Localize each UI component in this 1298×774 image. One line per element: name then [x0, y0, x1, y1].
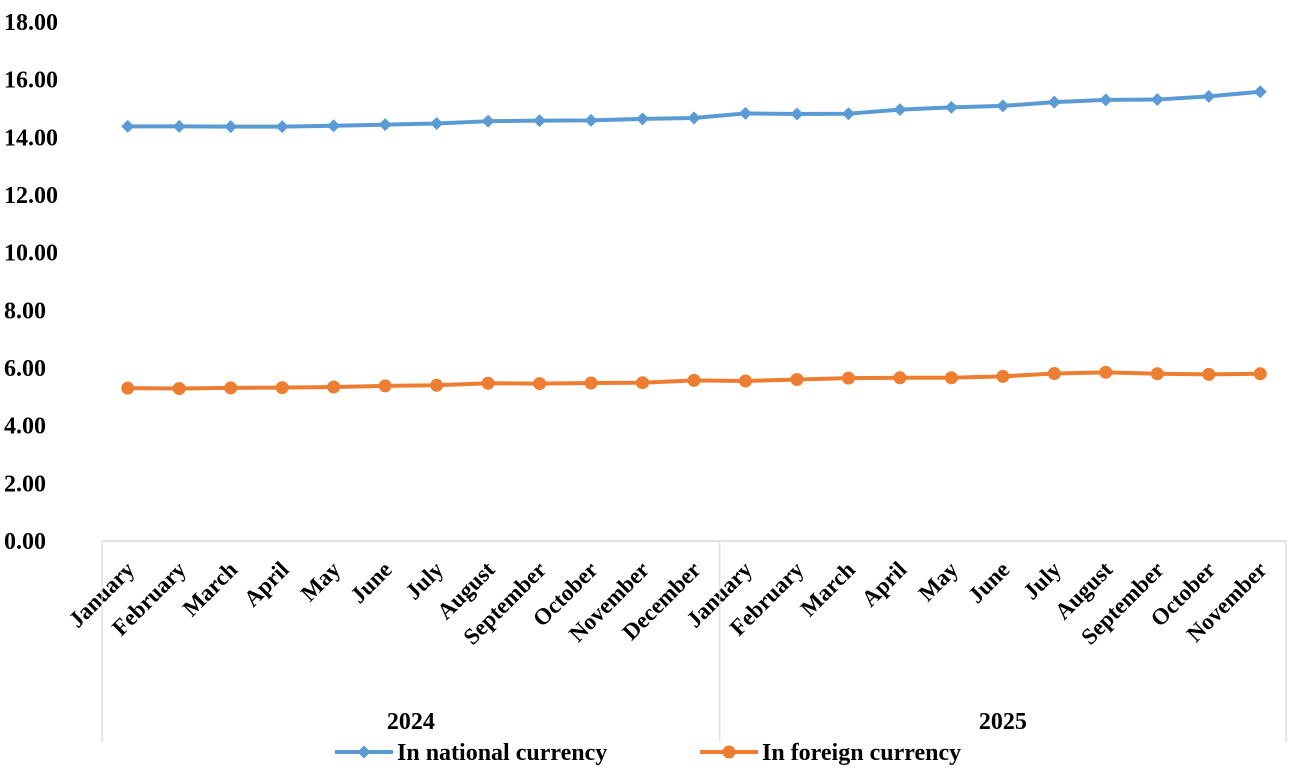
data-point — [636, 112, 650, 126]
y-tick-label: 10.00 — [4, 241, 58, 267]
x-tick-label: April — [857, 557, 912, 612]
data-point — [224, 120, 238, 134]
x-tick-label: May — [296, 557, 346, 607]
data-point — [327, 119, 341, 133]
data-point — [1202, 89, 1216, 103]
data-point — [687, 373, 701, 387]
group-label: 2024 — [387, 709, 435, 735]
data-point — [893, 371, 907, 385]
y-tick-label: 6.00 — [4, 356, 46, 382]
data-point — [121, 119, 135, 133]
data-point — [790, 373, 804, 387]
x-tick-label: May — [914, 557, 964, 607]
data-point — [378, 379, 392, 393]
data-point — [481, 376, 495, 390]
y-tick-label: 18.00 — [4, 10, 58, 36]
data-point — [944, 100, 958, 114]
data-point — [481, 114, 495, 128]
data-point — [1202, 367, 1216, 381]
data-point — [1047, 366, 1061, 380]
y-tick-label: 2.00 — [4, 471, 46, 497]
x-tick-label: June — [963, 557, 1014, 608]
data-point — [1047, 95, 1061, 109]
data-point — [584, 113, 598, 127]
x-tick-label: March — [796, 557, 860, 621]
y-tick-label: 14.00 — [4, 125, 58, 151]
data-point — [533, 377, 547, 391]
data-point — [687, 111, 701, 125]
data-point — [1253, 367, 1267, 381]
data-point — [893, 103, 907, 117]
data-point — [1150, 93, 1164, 107]
data-point — [1099, 93, 1113, 107]
group-label: 2025 — [979, 709, 1027, 735]
legend-marker — [357, 745, 371, 759]
y-tick-label: 12.00 — [4, 183, 58, 209]
data-point — [636, 376, 650, 390]
data-point — [841, 107, 855, 121]
legend-marker — [722, 745, 736, 759]
data-point — [327, 380, 341, 394]
data-point — [275, 381, 289, 395]
data-point — [1253, 85, 1267, 99]
legend-label: In foreign currency — [762, 740, 961, 766]
x-tick-label: March — [178, 557, 242, 621]
data-point — [841, 371, 855, 385]
data-point — [378, 118, 392, 132]
data-point — [1150, 367, 1164, 381]
data-point — [738, 374, 752, 388]
x-tick-label: April — [239, 557, 294, 612]
data-point — [996, 99, 1010, 113]
data-point — [584, 376, 598, 390]
data-point — [172, 119, 186, 133]
y-tick-label: 4.00 — [4, 414, 46, 440]
y-tick-label: 8.00 — [4, 298, 46, 324]
data-point — [275, 120, 289, 134]
data-point — [430, 378, 444, 392]
data-point — [1099, 365, 1113, 379]
data-point — [790, 107, 804, 121]
data-point — [172, 381, 186, 395]
legend-label: In national currency — [397, 740, 607, 766]
data-point — [121, 381, 135, 395]
y-tick-label: 16.00 — [4, 68, 58, 94]
data-point — [738, 106, 752, 120]
x-tick-label: June — [346, 557, 397, 608]
data-point — [996, 369, 1010, 383]
data-point — [944, 371, 958, 385]
data-point — [224, 381, 238, 395]
data-point — [533, 114, 547, 128]
data-point — [430, 116, 444, 130]
y-tick-label: 0.00 — [4, 529, 46, 555]
